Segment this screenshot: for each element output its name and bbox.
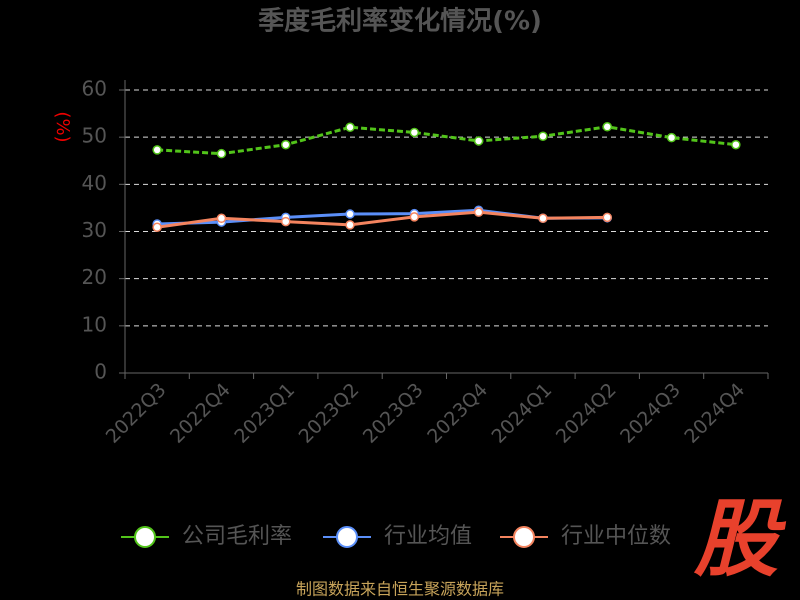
point <box>731 139 741 150</box>
legend-label: 行业中位数 <box>561 524 671 549</box>
legend-marker <box>513 526 535 548</box>
point <box>473 207 484 217</box>
point <box>666 132 677 143</box>
point <box>216 148 227 159</box>
point <box>538 131 548 141</box>
series-line <box>156 210 608 229</box>
y-axis-label: (%) <box>52 111 73 142</box>
chart-title: 季度毛利率变化情况(%) <box>258 6 542 37</box>
point <box>152 222 162 233</box>
y-tick-label: 60 <box>82 77 107 101</box>
y-tick-label: 0 <box>94 360 107 384</box>
y-tick-label: 30 <box>82 218 107 242</box>
point <box>345 122 355 133</box>
logo: 股 <box>693 490 787 588</box>
legend-label: 公司毛利率 <box>182 524 292 549</box>
point <box>473 136 484 146</box>
point <box>281 216 291 227</box>
y-tick-label: 10 <box>82 312 107 336</box>
point <box>538 213 548 224</box>
point <box>409 212 420 222</box>
point <box>345 209 355 219</box>
point <box>345 220 355 230</box>
legend-marker <box>134 526 156 548</box>
point <box>409 127 420 138</box>
y-tick-label: 50 <box>82 124 107 148</box>
point <box>602 122 612 132</box>
series-line <box>157 125 737 156</box>
y-tick-label: 20 <box>82 265 107 289</box>
legend-marker <box>336 526 358 548</box>
source-note: 制图数据来自恒生聚源数据库 <box>296 580 504 599</box>
y-tick-label: 40 <box>82 171 107 195</box>
point <box>281 139 291 150</box>
point <box>216 213 227 224</box>
point <box>152 145 162 155</box>
legend-label: 行业均值 <box>384 524 472 549</box>
point <box>602 212 612 223</box>
